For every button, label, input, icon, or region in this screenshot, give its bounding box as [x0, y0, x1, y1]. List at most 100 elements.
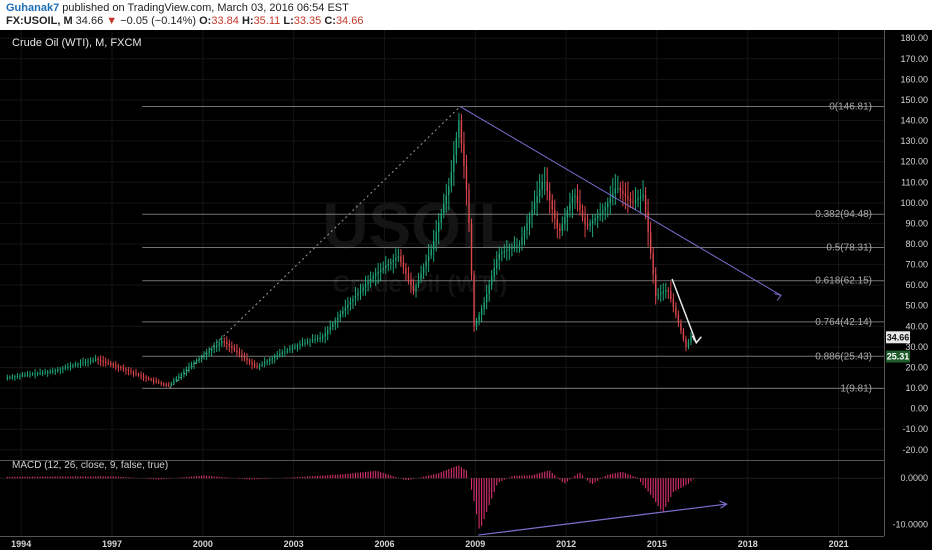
fibonacci-retracement[interactable]: 0(146.81) 0.382(94.48) 0.5(78.31) 0.618(62.… — [142, 102, 884, 395]
macd-drawings[interactable] — [478, 500, 728, 536]
price-axis[interactable]: 180.00 170.00 160.00 150.00 140.00 130.00 120.… — [886, 33, 928, 455]
candle-body — [377, 271, 379, 274]
candle-body — [337, 317, 339, 321]
candle-body — [561, 224, 564, 231]
resistance-trendline[interactable] — [459, 106, 782, 296]
candle-body — [175, 378, 178, 381]
candle-body — [453, 154, 455, 172]
y-tick-label: 80.00 — [905, 239, 928, 249]
candle-body — [41, 372, 44, 374]
candle-body — [483, 302, 485, 310]
plot-area[interactable] — [0, 30, 884, 550]
candle-body — [584, 217, 586, 225]
candle-body — [367, 281, 369, 285]
candle-body — [274, 356, 276, 359]
high-value: 35.11 — [253, 15, 281, 27]
macd-title: MACD (12, 26, close, 9, false, true) — [12, 460, 168, 471]
candle-body — [432, 240, 435, 250]
candle-body — [410, 279, 412, 286]
candle-body — [475, 320, 478, 327]
chart-canvas[interactable]: USOIL Crude Oil (WTI) 0(146.81) 0.382(94.… — [0, 30, 932, 550]
publish-line: Guhanak7 published on TradingView.com, M… — [6, 2, 349, 14]
candle-body — [6, 377, 9, 379]
trend-drawings[interactable] — [459, 106, 782, 345]
candle-body — [680, 322, 682, 331]
candle-body — [44, 372, 46, 374]
candle-body — [147, 378, 150, 380]
candle-body — [14, 376, 16, 378]
candle-body — [268, 359, 271, 361]
trendline-arrow-icon — [773, 292, 782, 301]
candle-body — [200, 356, 203, 359]
fib-level-label: 1(9.81) — [840, 383, 872, 394]
price-badge[interactable] — [886, 350, 910, 363]
candle-body — [92, 359, 94, 361]
candle-body — [420, 273, 422, 280]
candle-body — [163, 383, 165, 385]
candle-body — [612, 192, 614, 198]
candle-body — [72, 365, 74, 367]
candle-body — [392, 260, 395, 263]
macd-axis[interactable]: 0.0000 -10.0000 — [892, 473, 928, 529]
projection-line[interactable] — [671, 278, 698, 344]
candle-body — [263, 362, 266, 364]
candle-body — [682, 330, 685, 339]
candle-body — [400, 256, 402, 263]
candle-body — [125, 368, 127, 370]
candle-body — [364, 284, 367, 288]
candle-body — [236, 350, 238, 353]
candle-body — [571, 196, 574, 204]
author-link[interactable]: Guhanak7 — [6, 2, 60, 14]
candle-body — [369, 278, 372, 282]
candle-body — [279, 353, 281, 356]
candle-body — [319, 337, 321, 339]
candle-body — [488, 285, 490, 294]
x-tick-label: 2012 — [556, 539, 576, 549]
candle-body — [685, 338, 687, 347]
candle-body — [64, 367, 67, 369]
candle-body — [427, 255, 430, 262]
candle-body — [49, 371, 51, 373]
candle-body — [430, 249, 432, 256]
candle-body — [591, 220, 594, 224]
candle-body — [667, 290, 669, 292]
candle-body — [556, 218, 558, 229]
candle-body — [496, 259, 498, 269]
macd-y-tick-label: -10.0000 — [892, 519, 928, 529]
candle-body — [112, 364, 114, 366]
candle-body — [339, 314, 342, 318]
candle-body — [314, 339, 316, 341]
y-tick-label: 10.00 — [905, 383, 928, 393]
candle-body — [301, 343, 304, 345]
candle-body — [52, 370, 54, 372]
candle-body — [397, 256, 400, 259]
candle-body — [660, 292, 662, 295]
candle-body — [516, 245, 518, 247]
quote-line: FX:USOIL, M 34.66 ▼ −0.05 (−0.14%) O:33.… — [6, 15, 363, 27]
candle-body — [256, 366, 258, 368]
candle-body — [443, 204, 445, 214]
price-badge[interactable] — [886, 331, 910, 344]
candle-body — [493, 268, 495, 277]
candle-body — [654, 274, 657, 296]
candle-body — [576, 195, 579, 203]
time-axis[interactable]: 1994 1997 2000 2003 2006 2009 2012 2015 2018 2021 — [11, 539, 848, 549]
candle-body — [180, 373, 183, 377]
candle-body — [135, 373, 137, 375]
candle-body — [115, 365, 117, 367]
projection-arrow-icon — [691, 335, 702, 345]
candle-body — [155, 381, 157, 383]
candle-body — [321, 336, 324, 338]
candle-body — [649, 232, 652, 254]
candle-body — [213, 347, 215, 350]
candle-body — [276, 355, 278, 357]
y-tick-label: 120.00 — [900, 157, 928, 167]
macd-divergence-line[interactable] — [478, 503, 727, 536]
candle-body — [468, 189, 470, 224]
candle-body — [536, 195, 538, 203]
candle-body — [208, 350, 210, 353]
candle-body — [309, 340, 311, 342]
candle-body — [506, 250, 508, 252]
candle-body — [46, 371, 49, 373]
candle-body — [296, 345, 299, 347]
